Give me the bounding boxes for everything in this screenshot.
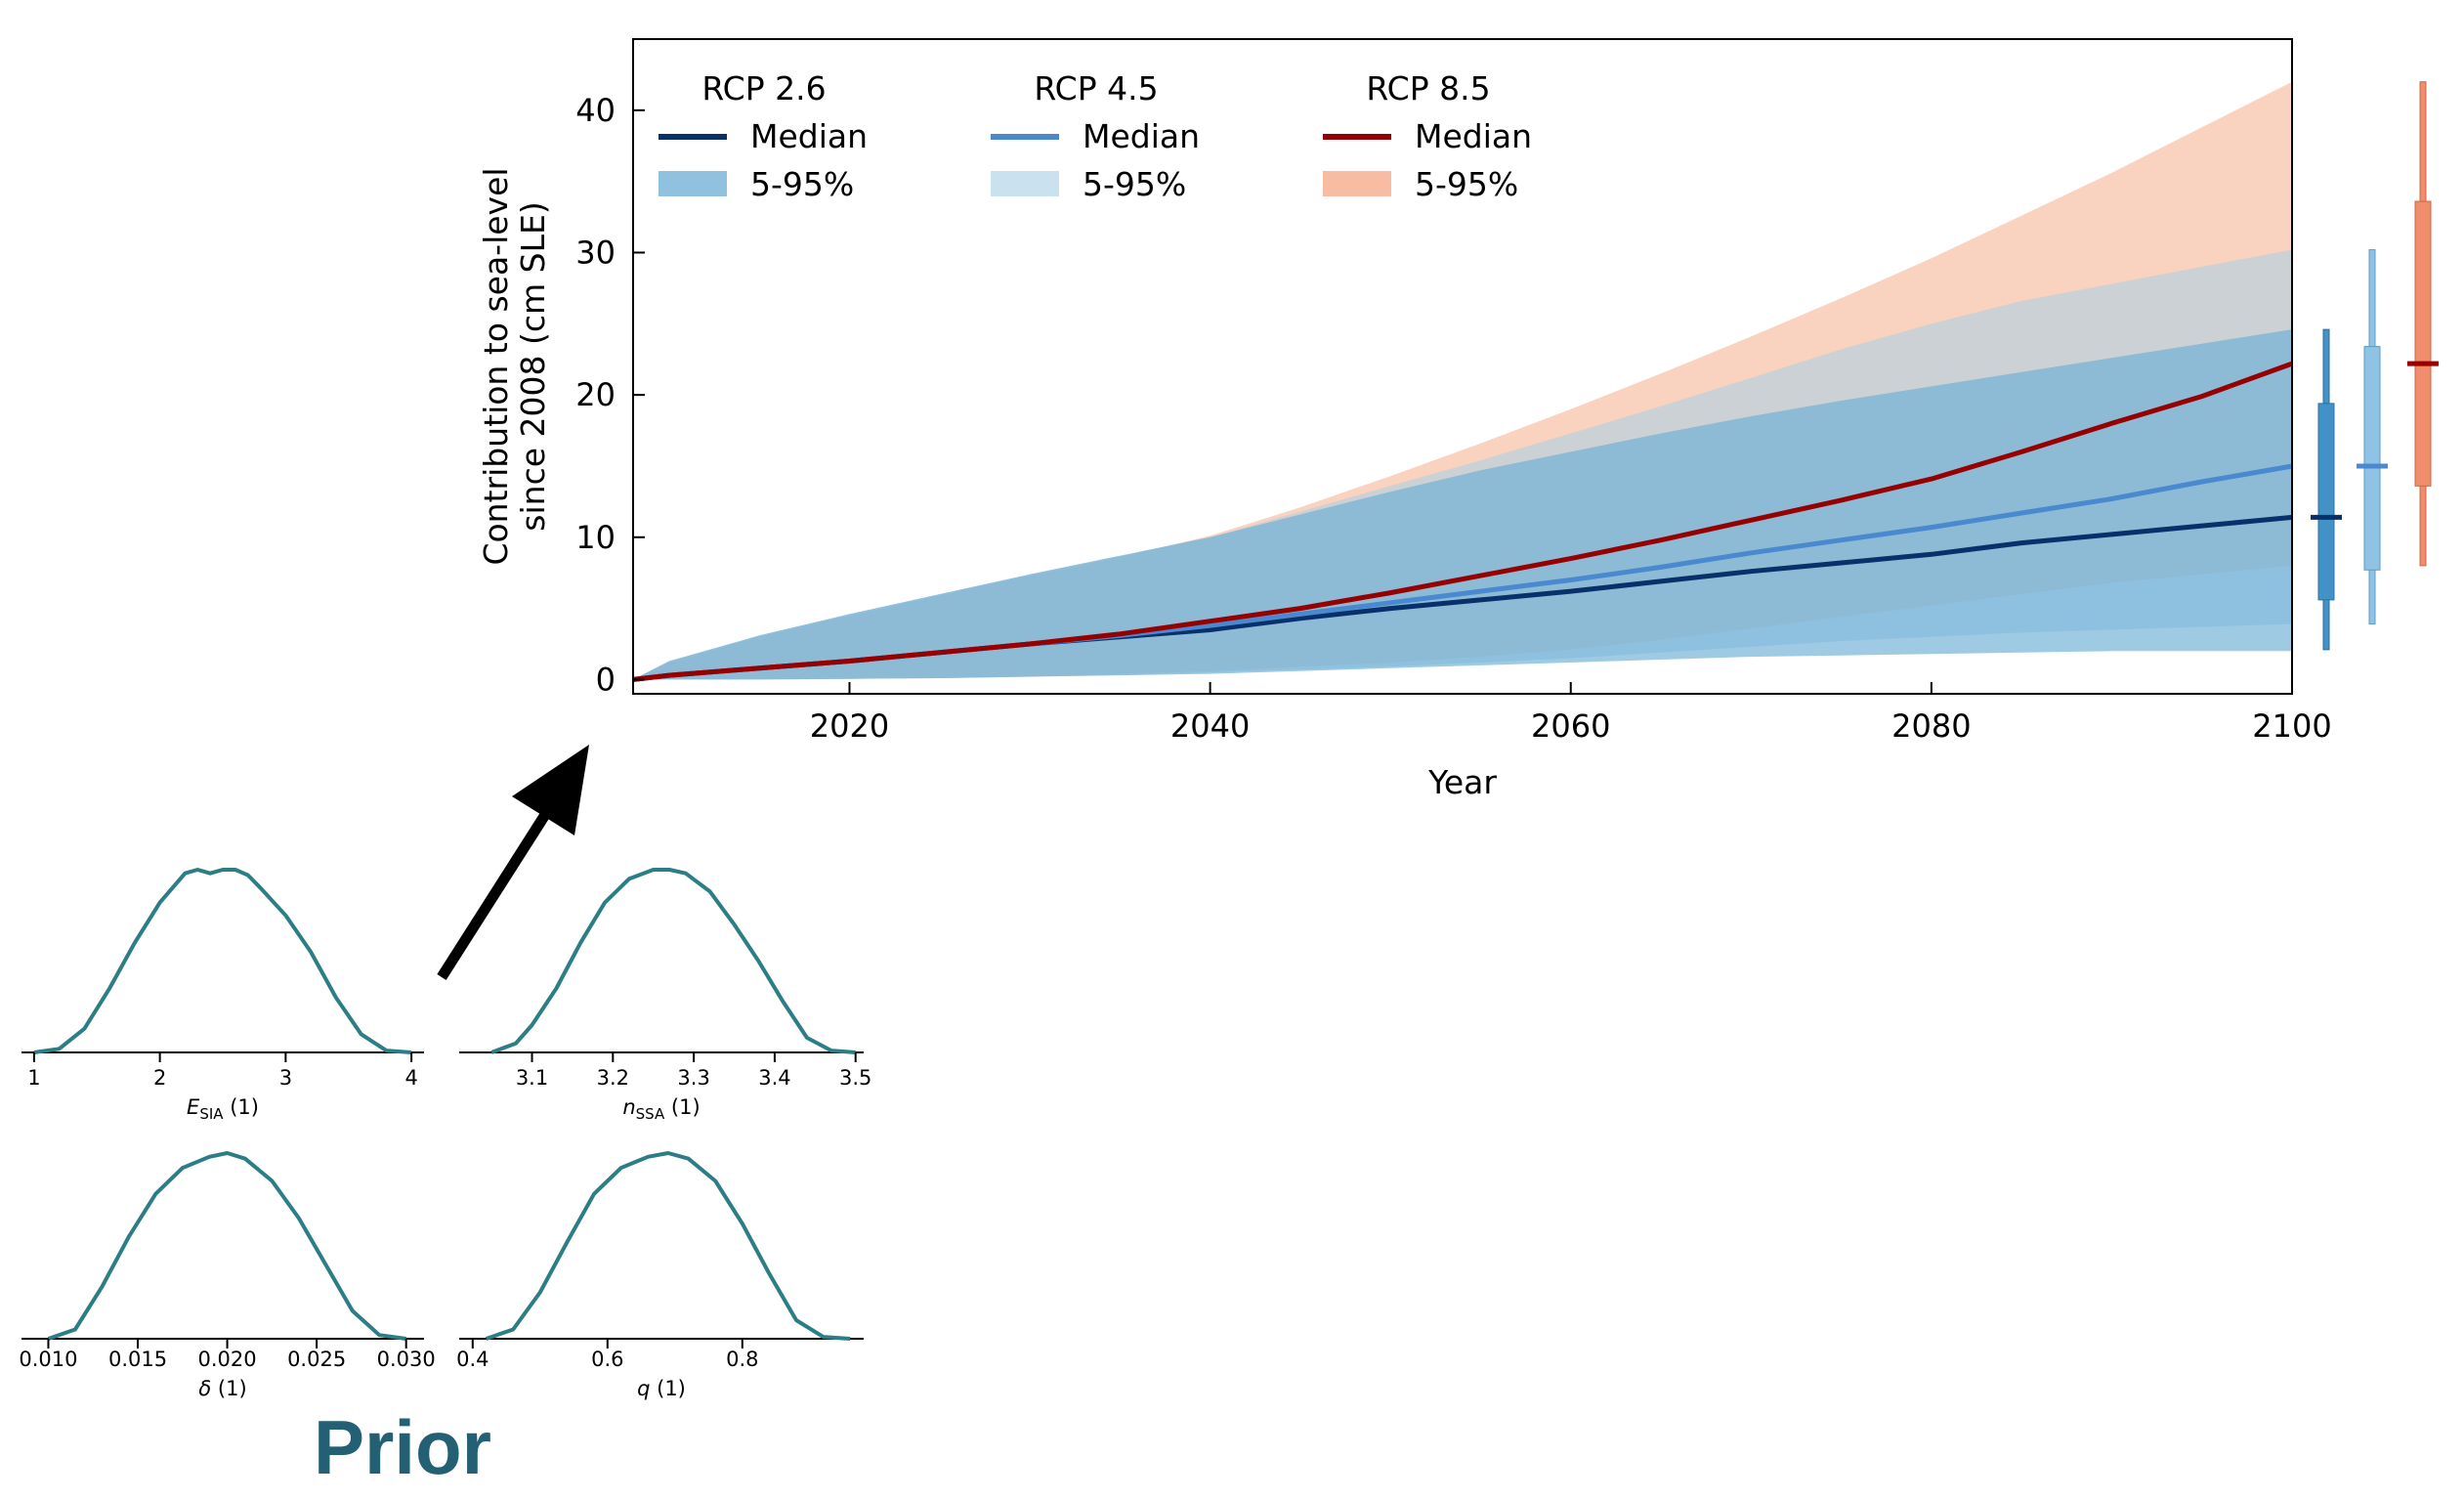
kde-tick-label: 3.1 (516, 1066, 548, 1090)
kde-panel-3: 0.010 0.015 0.020 0.025 0.030 δ (1) (19, 1151, 436, 1400)
kde-curve (47, 1151, 406, 1341)
x-axis: 2020 2040 2060 2080 2100 (810, 682, 2332, 745)
y-axis-label-line-2: since 2008 (cm SLE) (514, 201, 552, 531)
kde-axis-subscript: SSA (636, 1105, 665, 1123)
x-tick-label: 2080 (1891, 707, 1971, 745)
kde-tick-label: 4 (404, 1066, 417, 1090)
kde-panel-1: 1 2 3 4 ESIA (1) (21, 868, 424, 1123)
kde-panel-2: 3.1 3.2 3.3 3.4 3.5 nSSA (1) (459, 868, 871, 1123)
plot-frame (632, 38, 2293, 695)
kde-axis-unit: (1) (664, 1095, 700, 1119)
uncertainty-bands (633, 81, 2292, 680)
x-tick-label: 2040 (1170, 707, 1250, 745)
kde-axis-label: ESIA (1) (187, 1095, 259, 1123)
legend-title-rcp85: RCP 8.5 (1366, 69, 1490, 107)
prior-title: Prior (314, 1404, 491, 1490)
y-axis-label-line-1: Contribution to sea-level (477, 167, 515, 565)
legend-band-swatch-rcp26 (658, 171, 727, 196)
legend-band-swatch-rcp85 (1323, 171, 1391, 196)
kde-tick-label: 0.025 (287, 1348, 346, 1371)
kde-panel-4: 0.4 0.6 0.8 q (1) (456, 1151, 864, 1400)
kde-tick-label: 0.6 (591, 1348, 623, 1371)
legend-median-label-rcp85: Median (1415, 117, 1532, 155)
kde-axis-label: nSSA (1) (622, 1095, 700, 1123)
kde-axis-label: δ (1) (198, 1377, 246, 1400)
y-tick-label: 20 (575, 376, 616, 413)
y-axis-label: Contribution to sea-level since 2008 (cm… (477, 167, 552, 565)
kde-tick-label: 3.3 (677, 1066, 709, 1090)
x-axis-label: Year (1427, 763, 1497, 801)
arrow-icon (437, 745, 589, 980)
kde-tick-label: 0.8 (726, 1348, 758, 1371)
legend-median-label-rcp45: Median (1083, 117, 1200, 155)
median-line-rcp85 (632, 361, 2293, 682)
x-tick-label: 2060 (1531, 707, 1610, 745)
y-tick-label: 30 (575, 234, 616, 271)
kde-tick-label: 3 (279, 1066, 292, 1090)
legend-band-label-rcp26: 5-95% (750, 165, 854, 203)
kde-axis-unit: (1) (650, 1377, 685, 1400)
kde-tick-label: 1 (27, 1066, 40, 1090)
legend-title-rcp26: RCP 2.6 (701, 69, 826, 107)
kde-tick-label: 3.4 (758, 1066, 790, 1090)
band-rcp26 (633, 329, 2292, 680)
legend-median-label-rcp26: Median (750, 117, 868, 155)
kde-tick-label: 3.2 (597, 1066, 629, 1090)
kde-tick-label: 0.010 (19, 1348, 77, 1371)
boxplot-box-rcp85 (2414, 200, 2432, 487)
kde-curve (33, 868, 412, 1054)
kde-axis-symbol: q (637, 1377, 650, 1400)
kde-axis-unit: (1) (211, 1377, 246, 1400)
kde-tick-label: 2 (153, 1066, 166, 1090)
legend-band-label-rcp85: 5-95% (1415, 165, 1518, 203)
kde-axis-label: q (1) (637, 1377, 686, 1400)
median-lines (632, 361, 2293, 682)
y-tick-label: 0 (596, 661, 616, 698)
x-tick-label: 2020 (810, 707, 889, 745)
y-tick-label: 40 (575, 92, 616, 129)
boxplots-2100 (2311, 81, 2439, 651)
kde-curve (485, 1151, 851, 1341)
kde-tick-label: 0.015 (108, 1348, 167, 1371)
legend: RCP 2.6 Median 5-95% RCP 4.5 Median 5-95% RCP … (658, 69, 1532, 203)
arrow-shaft (437, 796, 560, 980)
y-axis: 0 10 20 30 40 (575, 92, 645, 698)
boxplot-box-rcp26 (2317, 403, 2335, 601)
legend-title-rcp45: RCP 4.5 (1034, 69, 1158, 107)
kde-tick-label: 3.5 (839, 1066, 871, 1090)
kde-axis-symbol: δ (198, 1377, 211, 1400)
kde-axis-symbol: n (622, 1095, 635, 1119)
kde-axis-unit: (1) (224, 1095, 259, 1119)
kde-axis-subscript: SIA (199, 1105, 224, 1123)
sea-level-projection-chart: 2020 2040 2060 2080 2100 0 10 20 30 40 Year Cont… (477, 38, 2439, 801)
kde-tick-label: 0.020 (198, 1348, 257, 1371)
y-tick-label: 10 (575, 519, 616, 556)
arrow-head (512, 745, 589, 835)
kde-tick-label: 0.030 (377, 1348, 436, 1371)
kde-axis-symbol: E (187, 1095, 200, 1119)
legend-band-swatch-rcp45 (991, 171, 1059, 196)
boxplot-box-rcp45 (2363, 346, 2381, 571)
kde-curve (490, 868, 856, 1054)
x-tick-label: 2100 (2252, 707, 2331, 745)
kde-tick-label: 0.4 (456, 1348, 489, 1371)
legend-band-label-rcp45: 5-95% (1083, 165, 1186, 203)
